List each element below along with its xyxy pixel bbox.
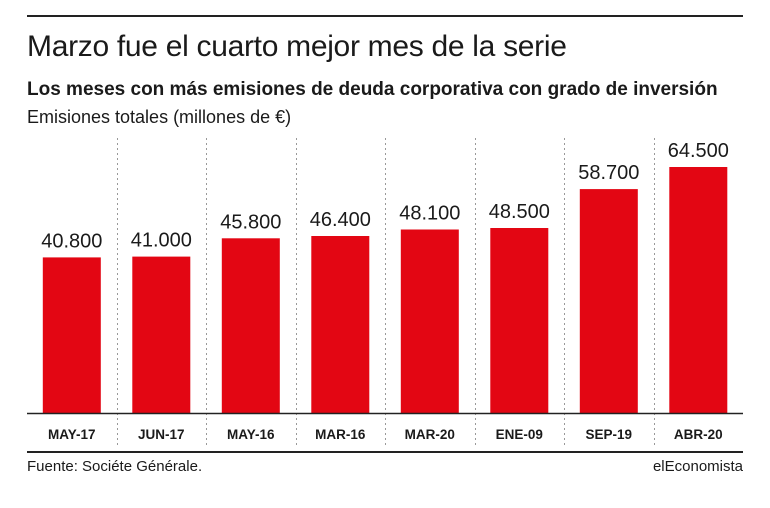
data-label: 64.500 xyxy=(668,140,729,162)
chart-subtitle: Los meses con más emisiones de deuda cor… xyxy=(27,79,718,100)
x-tick-label: ENE-09 xyxy=(496,427,543,442)
data-label: 41.000 xyxy=(131,230,192,252)
x-tick-label: MAY-16 xyxy=(227,427,275,442)
data-label: 48.100 xyxy=(399,203,460,225)
x-tick-label: JUN-17 xyxy=(138,427,185,442)
bar-abr-20 xyxy=(669,167,728,413)
bottom-rule xyxy=(27,451,743,453)
unit-label: Emisiones totales (millones de €) xyxy=(27,107,292,127)
x-tick-label: MAR-20 xyxy=(405,427,455,442)
source-note: Fuente: Sociéte Générale. xyxy=(27,458,203,475)
data-label: 40.800 xyxy=(41,230,102,252)
bar-mar-16 xyxy=(311,236,370,413)
x-tick-label: MAR-16 xyxy=(315,427,366,442)
bar-jun-17 xyxy=(132,256,191,413)
bar-may-17 xyxy=(42,257,101,413)
data-label: 48.500 xyxy=(489,201,550,223)
x-tick-label: MAY-17 xyxy=(48,427,96,442)
chart-title: Marzo fue el cuarto mejor mes de la seri… xyxy=(27,30,567,63)
bar-mar-20 xyxy=(400,229,459,413)
bar-ene-09 xyxy=(490,228,549,413)
data-label: 46.400 xyxy=(310,209,371,231)
x-tick-label: SEP-19 xyxy=(586,427,633,442)
x-tick-label: ABR-20 xyxy=(674,427,723,442)
data-label: 58.700 xyxy=(578,162,639,184)
bar-sep-19 xyxy=(579,189,638,413)
top-rule xyxy=(27,15,743,17)
brand-name: elEconomista xyxy=(652,458,743,475)
data-label: 45.800 xyxy=(220,211,281,233)
bar-may-16 xyxy=(221,238,280,413)
